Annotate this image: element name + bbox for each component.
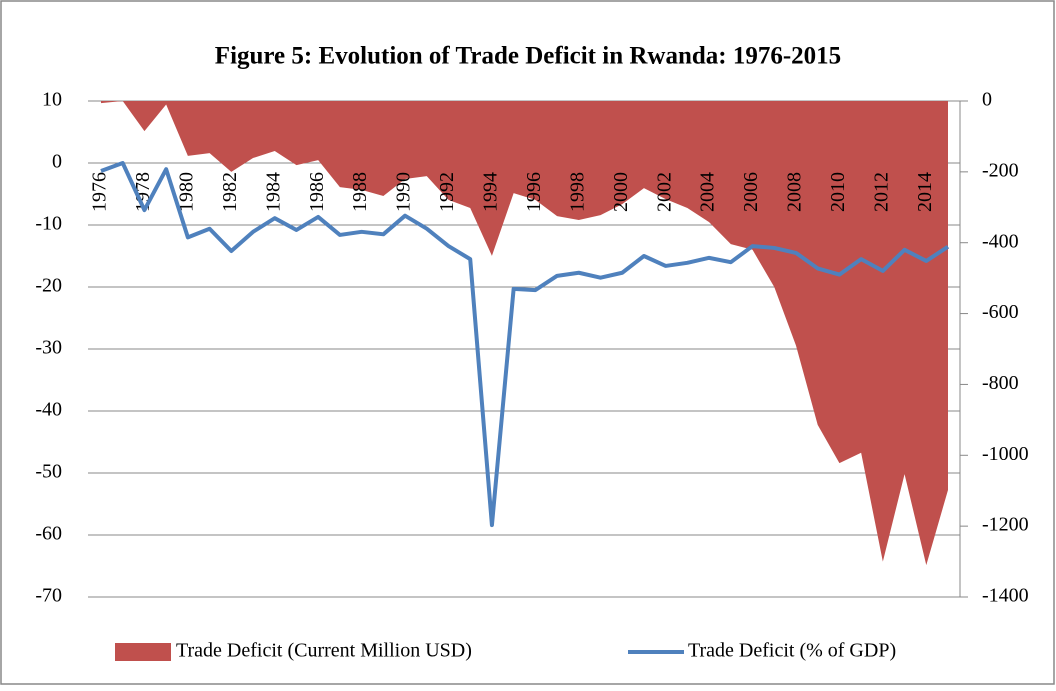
x-tick-label: 2012 <box>870 172 892 212</box>
x-tick-label: 2010 <box>827 172 849 212</box>
legend-label: Trade Deficit (Current Million USD) <box>176 640 472 662</box>
y-tick-label: 10 <box>42 89 62 111</box>
x-tick-label: 1980 <box>175 172 197 212</box>
x-tick-label: 1996 <box>523 172 545 212</box>
y2-tick-label: -1400 <box>982 585 1029 607</box>
y-tick-label: -50 <box>35 461 62 483</box>
y2-tick-label: -600 <box>982 301 1019 323</box>
y2-tick-label: 0 <box>982 89 992 111</box>
x-tick-label: 1982 <box>219 172 241 212</box>
x-tick-label: 2004 <box>697 172 719 212</box>
y-tick-label: -40 <box>35 399 62 421</box>
y-tick-label: -60 <box>35 523 62 545</box>
y-tick-label: -10 <box>35 213 62 235</box>
y-tick-label: 0 <box>52 151 62 173</box>
y2-tick-label: -800 <box>982 372 1019 394</box>
y2-tick-label: -200 <box>982 159 1019 181</box>
x-tick-label: 1984 <box>262 172 284 212</box>
y2-tick-label: -1000 <box>982 443 1029 465</box>
x-tick-label: 1990 <box>393 172 415 212</box>
x-tick-label: 1998 <box>566 172 588 212</box>
x-tick-label: 1976 <box>89 172 111 212</box>
legend-swatch <box>115 643 171 661</box>
line <box>100 161 950 528</box>
y2-tick-label: -1200 <box>982 514 1029 536</box>
x-tick-label: 1986 <box>306 172 328 212</box>
area <box>101 101 948 566</box>
x-tick-label: 2008 <box>784 172 806 212</box>
x-tick-label: 2002 <box>653 172 675 212</box>
y-tick-label: -30 <box>35 337 62 359</box>
legend-label: Trade Deficit (% of GDP) <box>688 640 896 662</box>
x-tick-label: 1988 <box>349 172 371 212</box>
y-tick-label: -20 <box>35 275 62 297</box>
x-tick-label: 2006 <box>740 172 762 212</box>
x-tick-label: 1994 <box>480 172 502 212</box>
chart-title: Figure 5: Evolution of Trade Deficit in … <box>215 43 841 70</box>
x-tick-label: 2014 <box>914 172 936 212</box>
y2-tick-label: -400 <box>982 230 1019 252</box>
x-tick-label: 1992 <box>436 172 458 212</box>
x-tick-label: 2000 <box>610 172 632 212</box>
y-tick-label: -70 <box>35 585 62 607</box>
